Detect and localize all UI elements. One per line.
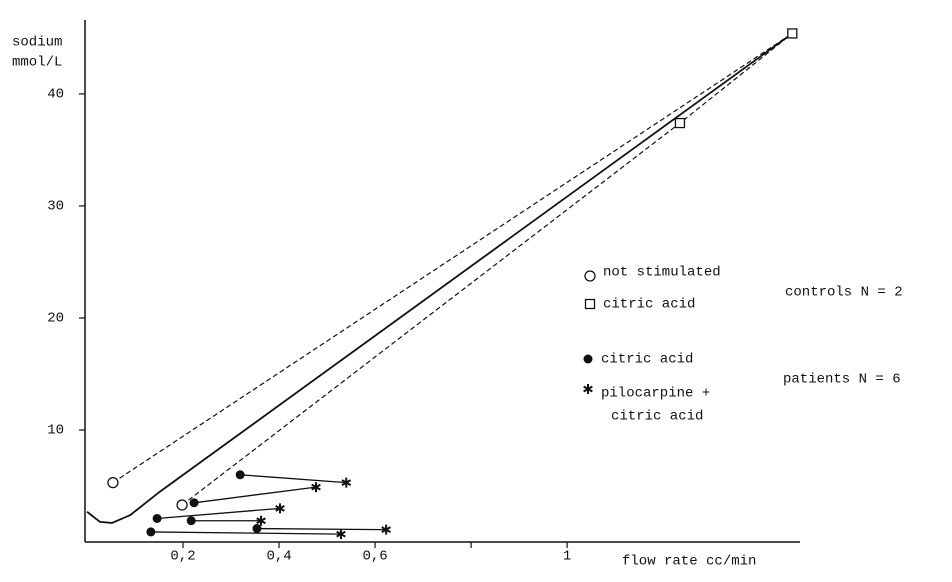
pair-line bbox=[150, 531, 341, 535]
y-tick-label: 10 bbox=[47, 423, 64, 439]
pair-line bbox=[240, 474, 347, 484]
x-tick-label: 0,6 bbox=[362, 549, 387, 565]
point bbox=[341, 477, 352, 488]
legend-label: pilocarpine + bbox=[601, 386, 710, 402]
x-axis-label: flow rate cc/min bbox=[622, 554, 756, 570]
legend-marker bbox=[584, 270, 596, 282]
point bbox=[146, 527, 156, 537]
pair-line bbox=[256, 527, 387, 531]
point bbox=[787, 28, 798, 39]
x-tick-label: 0,2 bbox=[170, 549, 195, 565]
legend-marker bbox=[583, 384, 593, 394]
point bbox=[107, 476, 119, 489]
group-label: controls N = 2 bbox=[785, 285, 903, 301]
point bbox=[252, 524, 262, 534]
y-axis-label: mmol/L bbox=[12, 55, 62, 71]
point bbox=[176, 499, 188, 511]
legend-label: not stimulated bbox=[603, 265, 721, 281]
group-label: patients N = 6 bbox=[783, 372, 901, 388]
y-tick-label: 20 bbox=[47, 311, 64, 327]
legend-label: citric acid bbox=[601, 352, 693, 368]
point bbox=[674, 117, 686, 129]
y-tick-label: 40 bbox=[47, 87, 64, 103]
legend-marker bbox=[584, 298, 596, 310]
point bbox=[235, 470, 245, 480]
pair-line bbox=[193, 486, 317, 504]
legend-label: citric acid bbox=[603, 297, 695, 313]
point bbox=[381, 524, 391, 535]
legend-marker bbox=[583, 354, 593, 364]
point bbox=[336, 529, 346, 540]
point bbox=[256, 515, 266, 526]
x-tick-label: 1 bbox=[563, 549, 571, 565]
point bbox=[311, 482, 321, 493]
point bbox=[152, 513, 162, 523]
point bbox=[275, 503, 285, 514]
y-tick-label: 30 bbox=[47, 199, 64, 215]
fit-line bbox=[86, 32, 793, 524]
point bbox=[186, 516, 196, 526]
x-tick-label: 0,4 bbox=[266, 549, 291, 565]
legend-label: citric acid bbox=[611, 409, 703, 425]
pair-line bbox=[157, 507, 281, 520]
point bbox=[189, 498, 199, 508]
y-axis-label: sodium bbox=[12, 35, 62, 51]
